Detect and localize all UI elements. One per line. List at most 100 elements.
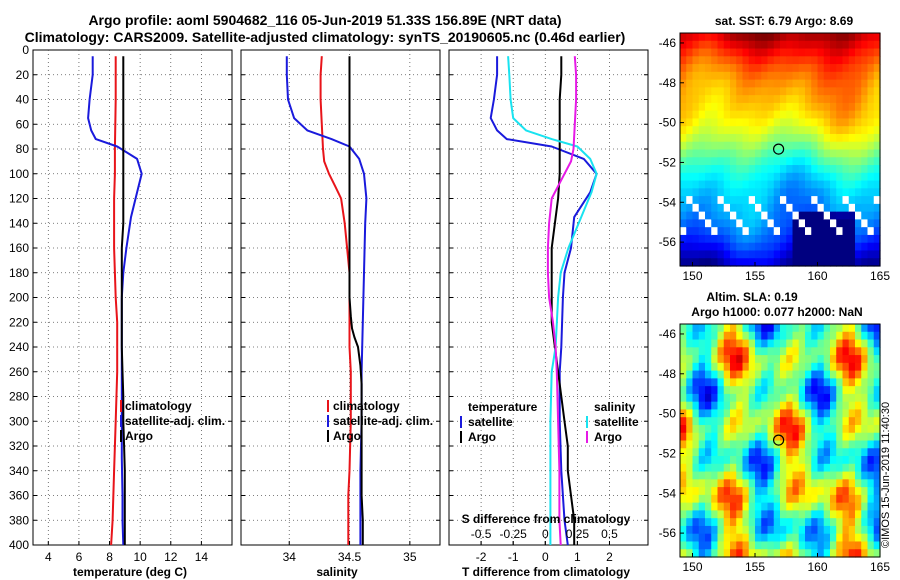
- map-cell: [730, 487, 737, 496]
- map-cell: [723, 242, 731, 252]
- series-climatology: [110, 56, 119, 546]
- map-cell: [773, 386, 781, 395]
- map-cell: [755, 165, 762, 174]
- map-cell: [861, 87, 869, 96]
- map-cell: [786, 258, 794, 267]
- map-cell: [705, 95, 712, 104]
- map-lon-label: 160: [807, 269, 827, 283]
- map-cell: [761, 463, 769, 473]
- map-cell: [773, 549, 781, 558]
- map-cell: [730, 40, 737, 50]
- map-cell: [736, 370, 744, 379]
- map-cell: [811, 479, 819, 488]
- map-cell: [705, 518, 712, 527]
- map-cell: [755, 180, 762, 189]
- map-cell: [805, 48, 812, 57]
- map-cell: [711, 533, 719, 543]
- map-cell: [830, 227, 837, 236]
- map-cell: [686, 510, 694, 519]
- map-cell: [842, 440, 850, 449]
- map-cell: [792, 456, 800, 465]
- map-cell: [848, 324, 856, 333]
- map-cell: [830, 211, 837, 220]
- map-cell: [786, 141, 794, 151]
- map-cell: [767, 33, 775, 42]
- map-cell: [786, 471, 794, 480]
- map-cell: [736, 518, 744, 527]
- map-cell: [736, 64, 744, 73]
- map-cell: [755, 424, 762, 434]
- map-cell: [873, 386, 881, 395]
- map-cell: [805, 180, 812, 189]
- map-cell: [717, 355, 725, 364]
- map-cell: [773, 40, 781, 50]
- map-cell: [698, 448, 706, 457]
- map-cell: [761, 432, 769, 442]
- map-cell: [836, 40, 844, 50]
- map-cell: [780, 487, 787, 496]
- map-cell: [742, 471, 750, 480]
- map-cell: [711, 510, 719, 519]
- map-cell: [742, 401, 750, 411]
- map-cell: [767, 518, 775, 527]
- map-cell: [717, 432, 725, 442]
- map-cell: [748, 95, 756, 104]
- map-cell: [780, 417, 787, 426]
- map-cell: [773, 324, 781, 333]
- depth-tick-label: 400: [9, 538, 29, 552]
- depth-tick-label: 220: [9, 315, 29, 329]
- map-cell: [748, 347, 756, 356]
- map-cell: [780, 79, 787, 88]
- map-cell: [867, 79, 875, 88]
- map-cell: [692, 165, 700, 174]
- map-cell: [698, 440, 706, 449]
- map-cell: [867, 549, 875, 558]
- map-cell: [698, 102, 706, 112]
- map-cell: [717, 324, 725, 333]
- map-cell: [717, 362, 725, 372]
- map-cell: [786, 250, 794, 259]
- map-cell: [848, 234, 856, 244]
- map-cell: [761, 456, 769, 465]
- map-cell: [786, 549, 794, 558]
- map-cell: [692, 219, 700, 228]
- map-cell: [830, 393, 837, 403]
- map-cell: [692, 64, 700, 73]
- map-cell: [680, 479, 687, 488]
- map-cell: [805, 502, 812, 511]
- map-cell: [711, 417, 719, 426]
- map-cell: [811, 180, 819, 189]
- map-cell: [773, 196, 781, 205]
- map-cell: [842, 157, 850, 166]
- map-cell: [736, 33, 744, 42]
- map-cell: [717, 518, 725, 527]
- map-cell: [786, 448, 794, 457]
- map-cell: [761, 149, 769, 158]
- map-cell: [836, 525, 844, 535]
- map-cell: [836, 463, 844, 473]
- map-cell: [830, 133, 837, 143]
- legend-satellite: satellite-adj. clim.: [125, 414, 225, 428]
- map-cell: [730, 95, 737, 104]
- map-cell: [786, 133, 794, 143]
- map-cell: [855, 157, 862, 166]
- map-cell: [855, 362, 862, 372]
- map-cell: [842, 87, 850, 96]
- map-cell: [717, 95, 725, 104]
- map-cell: [780, 347, 787, 356]
- map-cell: [717, 386, 725, 395]
- map-cell: [711, 339, 719, 348]
- map-cell: [686, 149, 694, 158]
- map-cell: [855, 110, 862, 120]
- map-cell: [830, 40, 837, 50]
- depth-tick-label: 40: [16, 93, 30, 107]
- map-cell: [730, 471, 737, 480]
- map-cell: [780, 533, 787, 543]
- salinity-panel: 34 34.5 35 salinity climatology satellite-…: [240, 49, 441, 579]
- map-cell: [767, 494, 775, 504]
- map-cell: [855, 386, 862, 395]
- map-cell: [767, 203, 775, 213]
- map-cell: [823, 525, 831, 535]
- map-cell: [773, 250, 781, 259]
- map-cell: [723, 401, 731, 411]
